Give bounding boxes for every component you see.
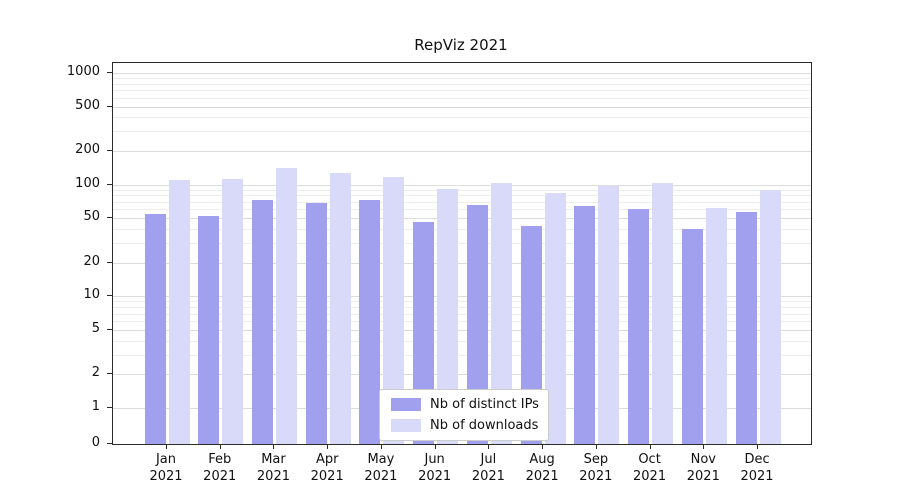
legend-item-distinct-ips: Nb of distinct IPs	[391, 397, 539, 412]
y-tick-label-500: 500	[75, 97, 100, 113]
x-tick-label-feb: Feb 2021	[203, 452, 237, 484]
gridline-300	[113, 131, 811, 133]
plot-area: Nb of distinct IPs Nb of downloads	[112, 62, 812, 445]
gridline-900	[113, 78, 811, 79]
y-tick-label-200: 200	[75, 141, 100, 157]
legend-label-distinct-ips: Nb of distinct IPs	[430, 397, 539, 412]
gridline-9	[113, 301, 811, 303]
bar-downloads-feb	[222, 178, 244, 444]
legend-label-downloads: Nb of downloads	[430, 418, 539, 433]
gridline-800	[113, 83, 811, 85]
x-tick-label-jul: Jul 2021	[471, 452, 505, 484]
gridline-7	[113, 313, 811, 315]
bar-downloads-oct	[652, 182, 674, 444]
x-tick-label-may: May 2021	[364, 452, 398, 484]
bar-downloads-jul	[490, 183, 512, 444]
y-tick-label-50: 50	[83, 209, 100, 225]
gridline-6	[113, 321, 811, 323]
x-tick-label-sep: Sep 2021	[579, 452, 613, 484]
legend: Nb of distinct IPs Nb of downloads	[379, 389, 549, 441]
gridline-90	[113, 189, 811, 191]
x-tick-label-mar: Mar 2021	[256, 452, 290, 484]
bar-downloads-aug	[544, 193, 566, 444]
y-tick-label-2: 2	[91, 365, 100, 381]
gridline-100	[113, 184, 811, 186]
y-tick-label-0: 0	[91, 435, 100, 450]
gridline-200	[113, 150, 811, 152]
bar-downloads-may	[383, 176, 405, 444]
gridline-4	[113, 340, 811, 342]
y-tick-label-1000: 1000	[66, 63, 100, 79]
bar-downloads-jan	[168, 179, 190, 444]
gridline-600	[113, 97, 811, 99]
x-tick-label-nov: Nov 2021	[686, 452, 720, 484]
gridline-20	[113, 262, 811, 264]
bar-downloads-nov	[705, 207, 727, 444]
gridline-3	[113, 354, 811, 356]
gridline-70	[113, 201, 811, 203]
gridline-5	[113, 329, 811, 331]
gridline-2	[113, 374, 811, 376]
bar-downloads-mar	[275, 168, 297, 444]
bar-downloads-jun	[437, 189, 459, 444]
bar-downloads-sep	[598, 185, 620, 444]
gridline-1000	[113, 72, 811, 74]
bar-distinct-ips-oct	[628, 208, 650, 444]
chart-title: RepViz 2021	[414, 36, 508, 54]
x-tick-label-oct: Oct 2021	[633, 452, 667, 484]
gridline-80	[113, 195, 811, 197]
x-tick-label-aug: Aug 2021	[525, 452, 559, 484]
gridline-700	[113, 90, 811, 92]
bar-distinct-ips-mar	[251, 199, 273, 444]
legend-swatch-downloads	[391, 419, 421, 432]
x-tick-label-apr: Apr 2021	[310, 452, 344, 484]
x-tick-label-dec: Dec 2021	[740, 452, 774, 484]
gridline-40	[113, 229, 811, 231]
y-tick-label-10: 10	[83, 287, 100, 303]
legend-item-downloads: Nb of downloads	[391, 418, 539, 433]
gridline-50	[113, 218, 811, 220]
gridline-10	[113, 296, 811, 298]
bar-distinct-ips-jun	[413, 222, 435, 444]
x-tick-label-jun: Jun 2021	[418, 452, 452, 484]
gridline-30	[113, 243, 811, 244]
bar-downloads-dec	[759, 190, 781, 444]
y-tick-label-1: 1	[91, 399, 100, 414]
bar-distinct-ips-dec	[735, 211, 757, 444]
bar-distinct-ips-jan	[144, 213, 166, 444]
bar-distinct-ips-feb	[198, 216, 220, 444]
bar-distinct-ips-jul	[466, 205, 488, 444]
bar-distinct-ips-may	[359, 199, 381, 444]
x-tick-label-jan: Jan 2021	[149, 452, 183, 484]
y-tick-label-100: 100	[75, 175, 100, 191]
gridline-60	[113, 209, 811, 211]
y-tick-label-20: 20	[83, 253, 100, 269]
bar-distinct-ips-apr	[305, 203, 327, 444]
bar-distinct-ips-nov	[681, 229, 703, 444]
bar-distinct-ips-sep	[574, 206, 596, 444]
gridline-500	[113, 106, 811, 108]
legend-swatch-distinct-ips	[391, 398, 421, 411]
bar-downloads-apr	[329, 173, 351, 444]
gridline-8	[113, 307, 811, 309]
gridline-400	[113, 117, 811, 119]
y-tick-label-5: 5	[91, 320, 100, 336]
